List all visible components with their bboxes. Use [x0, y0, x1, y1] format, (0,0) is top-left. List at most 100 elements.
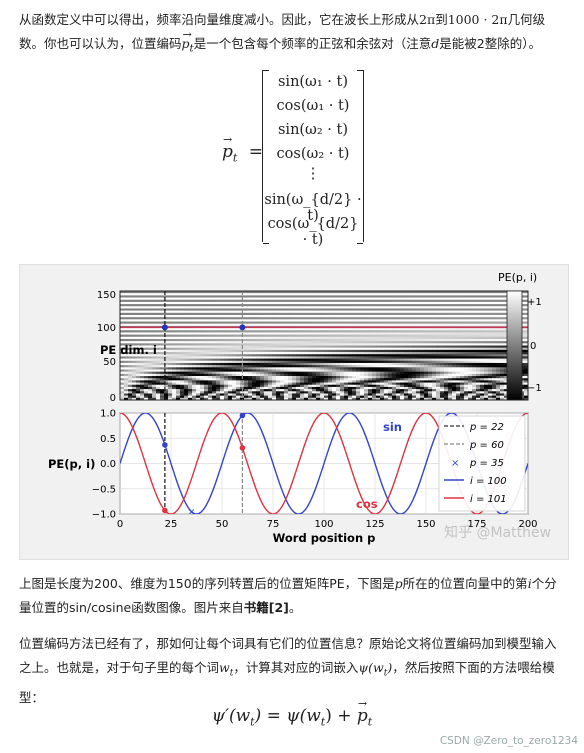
heatmap-cell [296, 395, 301, 399]
heatmap-cell [308, 334, 313, 338]
heatmap-cell [476, 365, 481, 368]
heatmap-cell [160, 291, 165, 294]
heatmap-cell [148, 356, 153, 359]
heatmap-cell [424, 314, 429, 318]
heatmap-cell [496, 380, 501, 383]
heatmap-cell [328, 369, 333, 372]
heatmap-cell [404, 295, 409, 298]
heatmap-cell [292, 354, 297, 357]
heatmap-cell [288, 334, 293, 338]
heatmap-cell [436, 323, 441, 327]
heatmap-cell [208, 360, 213, 364]
heatmap-cell [428, 345, 433, 348]
heatmap-cell [452, 386, 457, 390]
heatmap-cell [212, 376, 217, 379]
heatmap-cell [148, 314, 153, 318]
heatmap-cell [224, 347, 229, 351]
heatmap-cell [320, 367, 325, 370]
heatmap-cell [272, 330, 277, 333]
heatmap-cell [432, 367, 437, 370]
heatmap-cell [144, 389, 149, 392]
heatmap-cell [496, 356, 501, 359]
heatmap-cell [500, 347, 505, 351]
heatmap-cell [416, 358, 421, 362]
heatmap-cell [200, 310, 205, 314]
heatmap-cell [376, 393, 381, 396]
heatmap-cell [156, 347, 161, 351]
heatmap-cell [292, 301, 297, 305]
heatmap-cell [304, 314, 309, 318]
heatmap-cell [500, 314, 505, 318]
heatmap-cell [192, 295, 197, 298]
heatmap-cell [268, 336, 273, 340]
heatmap-cell [248, 393, 253, 396]
heatmap-cell [388, 308, 393, 311]
heatmap-cell [420, 295, 425, 298]
heatmap-cell [204, 345, 209, 348]
heatmap-cell [284, 371, 289, 375]
heatmap-cell [352, 373, 357, 377]
heatmap-cell [384, 395, 389, 399]
heatmap-cell [244, 376, 249, 379]
heatmap-cell [172, 330, 177, 333]
heatmap-cell [124, 376, 129, 379]
heatmap-cell [308, 349, 313, 353]
heatmap-cell [404, 371, 409, 375]
heatmap-cell [380, 354, 385, 357]
heatmap-cell [396, 393, 401, 396]
heatmap-cell [156, 386, 161, 390]
heatmap-cell [296, 330, 301, 333]
heatmap-cell [168, 384, 173, 388]
heatmap-cell [196, 356, 201, 359]
heatmap-cell [468, 347, 473, 351]
heatmap-cell [404, 306, 409, 309]
heatmap-cell [504, 362, 509, 366]
heatmap-cell [500, 341, 505, 344]
heatmap-cell [452, 367, 457, 370]
heatmap-cell [292, 310, 297, 314]
heatmap-cell [476, 312, 481, 316]
heatmap-cell [416, 328, 421, 331]
heatmap-cell [480, 373, 485, 377]
heatmap-cell [184, 386, 189, 390]
heatmap-cell [204, 295, 209, 298]
heatmap-cell [404, 341, 409, 344]
heatmap-cell [244, 365, 249, 368]
heatmap-cell [496, 314, 501, 318]
heatmap-cell [224, 362, 229, 366]
heatmap-cell [296, 338, 301, 342]
heatmap-cell [232, 343, 237, 346]
heatmap-cell [400, 297, 405, 301]
heatmap-cell [144, 386, 149, 390]
heatmap-cell [156, 341, 161, 344]
heatmap-cell [132, 365, 137, 368]
heatmap-cell [384, 380, 389, 383]
heatmap-cell [164, 319, 169, 322]
heatmap-cell [268, 391, 273, 394]
heatmap-cell [324, 373, 329, 377]
heatmap-cell [304, 293, 309, 296]
heatmap-cell [256, 343, 261, 346]
heatmap-cell [172, 314, 177, 318]
heatmap-cell [224, 343, 229, 346]
heatmap-cell [220, 317, 225, 320]
heatmap-cell [288, 299, 293, 303]
heatmap-cell [276, 301, 281, 305]
heatmap-cell [216, 358, 221, 362]
heatmap-cell [148, 352, 153, 355]
heatmap-cell [432, 378, 437, 381]
heatmap-cell [428, 358, 433, 362]
text: 几何级数。你也可以认为，位置编码 [19, 12, 546, 51]
heatmap-cell [236, 334, 241, 338]
heatmap-cell [376, 362, 381, 366]
heatmap-cell [496, 352, 501, 355]
heatmap-cell [376, 295, 381, 298]
heatmap-cell [292, 334, 297, 338]
heatmap-cell [396, 362, 401, 366]
heatmap-cell [196, 297, 201, 301]
heatmap-cell [476, 314, 481, 318]
heatmap-cell [136, 356, 141, 359]
heatmap-cell [244, 358, 249, 362]
heatmap-cell [184, 312, 189, 316]
heatmap-cell [256, 369, 261, 372]
